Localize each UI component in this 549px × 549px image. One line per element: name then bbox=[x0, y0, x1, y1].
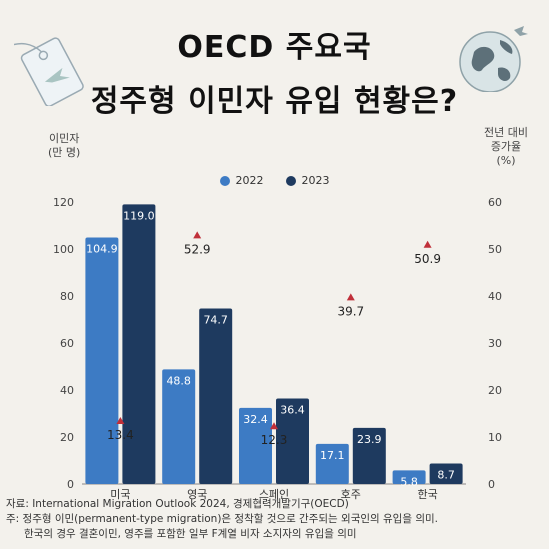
bar-2023 bbox=[352, 427, 386, 484]
luggage-tag-icon bbox=[14, 37, 84, 106]
growth-marker bbox=[270, 422, 278, 430]
bar-value-label: 104.9 bbox=[86, 242, 118, 255]
x-tick-label: 영국 bbox=[187, 488, 207, 501]
legend-swatch-2023 bbox=[285, 175, 296, 186]
x-tick-label: 호주 bbox=[341, 488, 361, 501]
growth-value-label: 50.9 bbox=[414, 252, 441, 266]
left-axis-caption-line2: (만 명) bbox=[48, 146, 81, 159]
growth-value-label: 39.7 bbox=[337, 304, 364, 318]
footnote-line2: 한국의 경우 결혼이민, 영주를 포함한 일부 F계열 비자 소지자의 유입을 … bbox=[24, 528, 357, 540]
x-tick-label: 한국 bbox=[417, 488, 437, 501]
x-tick-label: 미국 bbox=[110, 488, 130, 501]
source-note: 자료: International Migration Outlook 2024… bbox=[6, 498, 349, 510]
growth-marker bbox=[346, 293, 355, 301]
right-axis-caption-line1: 전년 대비 bbox=[484, 126, 528, 139]
bar-value-label: 74.7 bbox=[203, 313, 228, 326]
growth-value-label: 13.4 bbox=[107, 428, 134, 442]
bar-2023 bbox=[122, 204, 156, 484]
y-tick-label: 0 bbox=[67, 478, 74, 491]
y-tick-label: 120 bbox=[53, 196, 74, 209]
growth-value-label: 12.3 bbox=[261, 433, 288, 447]
right-axis-caption-line3: (%) bbox=[496, 154, 516, 167]
y2-tick-label: 50 bbox=[488, 243, 502, 256]
chart-title-line2: 정주형 이민자 유입 현황은? bbox=[90, 84, 459, 119]
legend-swatch-2022 bbox=[219, 175, 230, 186]
y-tick-label: 40 bbox=[60, 384, 74, 397]
bar-2023 bbox=[199, 308, 233, 484]
bar-2023 bbox=[429, 463, 463, 484]
y2-tick-label: 40 bbox=[488, 290, 502, 303]
left-axis-caption-line1: 이민자 bbox=[48, 132, 80, 145]
y-tick-label: 60 bbox=[60, 337, 74, 350]
legend-label-2022: 2022 bbox=[235, 174, 264, 187]
growth-value-label: 52.9 bbox=[184, 242, 211, 256]
bar-value-label: 5.8 bbox=[400, 475, 418, 488]
y-tick-label: 20 bbox=[60, 431, 74, 444]
bar-value-label: 32.4 bbox=[243, 413, 268, 426]
bar-2023 bbox=[276, 398, 309, 484]
chart-legend: 2022 2023 bbox=[0, 174, 549, 187]
y2-tick-label: 10 bbox=[488, 431, 502, 444]
bar-value-label: 17.1 bbox=[320, 449, 345, 462]
right-axis-caption: 전년 대비 증가율 (%) bbox=[476, 126, 536, 168]
chart-title-line1: OECD 주요국 bbox=[177, 30, 372, 65]
bar-value-label: 8.7 bbox=[437, 469, 455, 482]
bar-2022 bbox=[239, 407, 272, 484]
y2-tick-label: 60 bbox=[488, 196, 502, 209]
y2-tick-label: 0 bbox=[488, 478, 495, 491]
footer-notes: 자료: International Migration Outlook 2024… bbox=[6, 497, 438, 542]
y2-tick-label: 20 bbox=[488, 384, 502, 397]
right-axis-caption-line2: 증가율 bbox=[490, 140, 522, 153]
bar-2022 bbox=[392, 470, 426, 484]
legend-item-2022: 2022 bbox=[219, 174, 264, 187]
bar-value-label: 48.8 bbox=[166, 374, 191, 387]
bar-2022 bbox=[315, 443, 349, 484]
footnote-line1: 주: 정주형 이민(permanent-type migration)은 정착할… bbox=[6, 513, 438, 525]
growth-marker bbox=[423, 240, 432, 248]
legend-item-2023: 2023 bbox=[285, 174, 330, 187]
bar-value-label: 36.4 bbox=[280, 403, 305, 416]
bar-value-label: 23.9 bbox=[357, 433, 382, 446]
x-tick-label: 스페인 bbox=[259, 488, 289, 501]
y2-tick-label: 30 bbox=[488, 337, 502, 350]
growth-marker bbox=[193, 231, 202, 239]
legend-label-2023: 2023 bbox=[301, 174, 330, 187]
bar-value-label: 119.0 bbox=[123, 209, 155, 222]
growth-marker bbox=[116, 417, 125, 425]
left-axis-caption: 이민자 (만 명) bbox=[48, 132, 80, 160]
bar-2022 bbox=[85, 237, 119, 484]
bar-2022 bbox=[162, 369, 196, 484]
globe-icon bbox=[459, 26, 528, 92]
y-tick-label: 100 bbox=[53, 243, 74, 256]
y-tick-label: 80 bbox=[60, 290, 74, 303]
